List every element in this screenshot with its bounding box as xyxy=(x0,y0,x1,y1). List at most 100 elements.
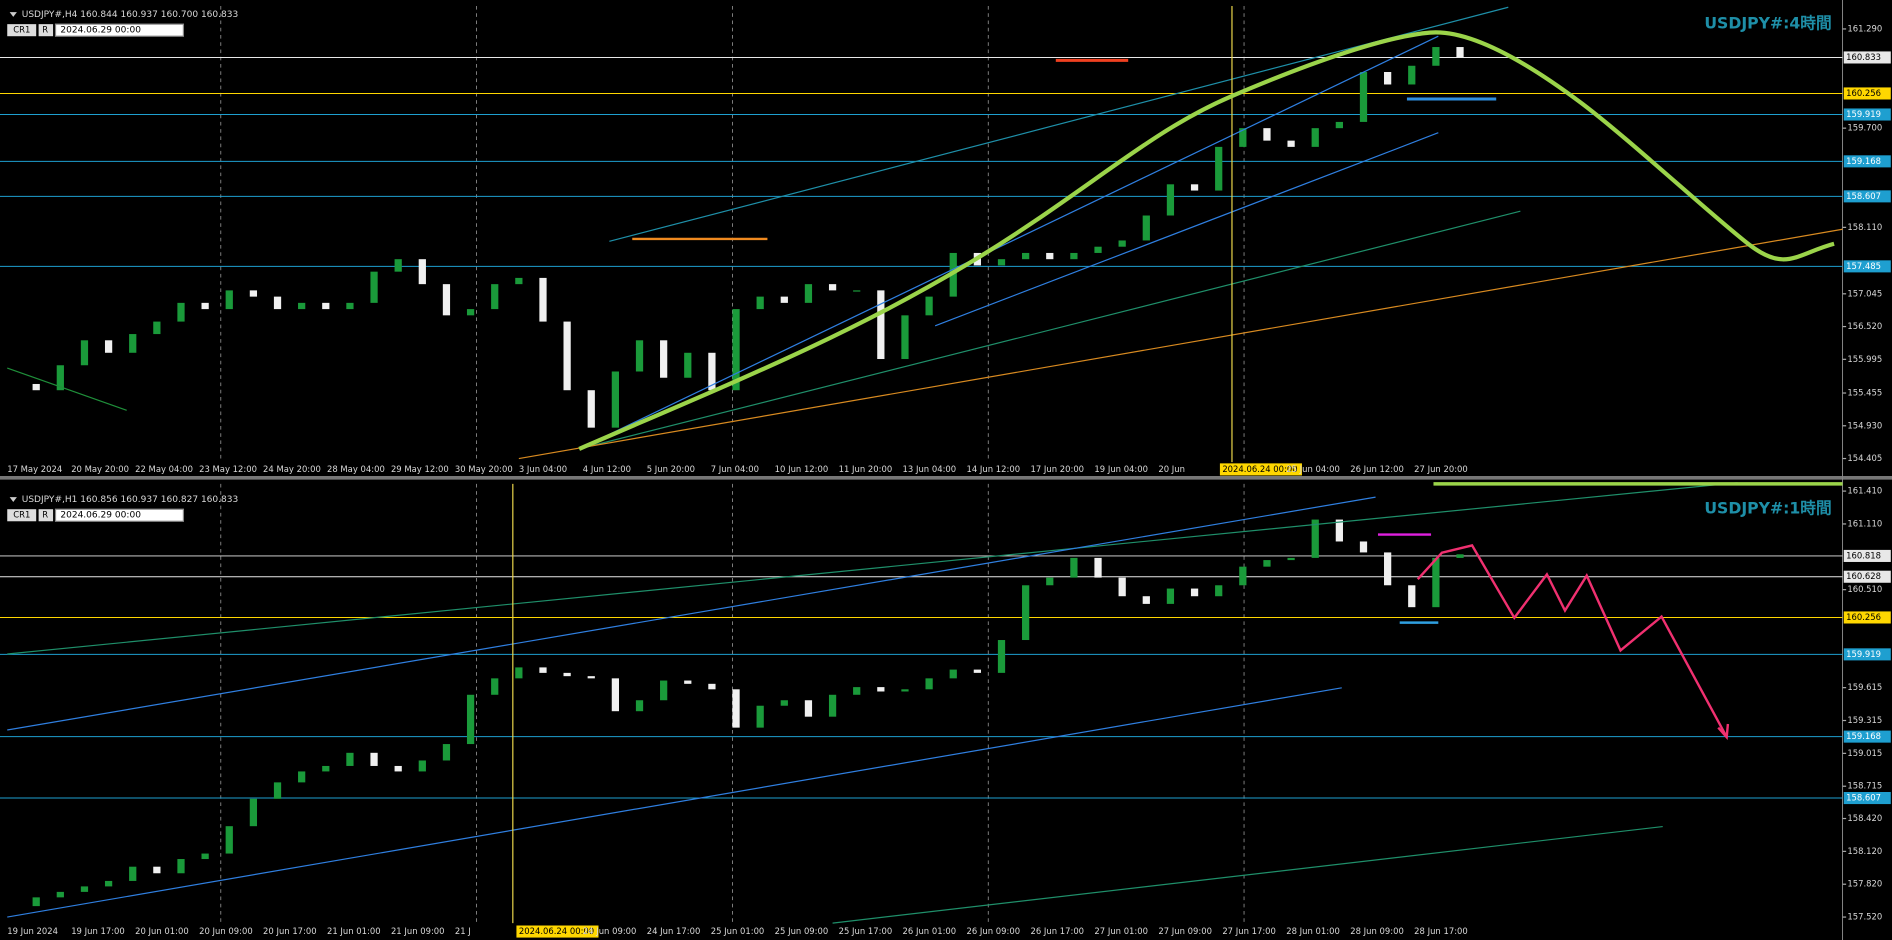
time-label: 2024.06.24 00:00 xyxy=(1222,464,1297,474)
forecast-arrowhead xyxy=(1717,723,1730,741)
price-label: 159.700 xyxy=(1847,123,1882,133)
time-label: 29 May 12:00 xyxy=(391,464,449,474)
candle xyxy=(1046,577,1054,586)
button[interactable] xyxy=(7,24,37,37)
candle xyxy=(1022,585,1030,641)
time-label: 24 Jun 09:00 xyxy=(583,926,637,936)
date-value: 2024.06.29 00:00 xyxy=(60,511,141,521)
time-label: 28 Jun 01:00 xyxy=(1286,926,1340,936)
candle xyxy=(32,897,40,907)
time-label: 20 Jun xyxy=(1158,464,1185,474)
candle xyxy=(491,284,499,310)
level-label: 159.919 xyxy=(1846,649,1881,659)
time-label: 24 Jun 17:00 xyxy=(647,926,701,936)
level-box xyxy=(1843,51,1891,64)
candle xyxy=(828,694,837,717)
candle xyxy=(346,752,354,766)
time-label: 27 Jun 17:00 xyxy=(1222,926,1276,936)
time-label: 28 Jun 17:00 xyxy=(1414,926,1468,936)
candle xyxy=(635,700,644,712)
time-label: 20 May 20:00 xyxy=(71,464,129,474)
candle xyxy=(877,290,885,360)
candle xyxy=(201,302,209,310)
candle xyxy=(394,259,402,272)
candle xyxy=(56,365,64,391)
price-label: 154.930 xyxy=(1847,420,1882,430)
candle xyxy=(370,271,378,303)
trendline xyxy=(934,132,1439,327)
level-box xyxy=(1843,648,1891,661)
trendline xyxy=(579,210,1521,450)
candle xyxy=(1190,184,1199,191)
projection-curve xyxy=(578,30,1835,451)
candle xyxy=(732,689,740,728)
candle xyxy=(466,694,475,745)
level-label: 158.607 xyxy=(1846,191,1881,201)
candle xyxy=(587,676,595,679)
candle xyxy=(1215,585,1223,597)
candle xyxy=(491,678,499,695)
candle xyxy=(684,680,692,684)
date-highlight xyxy=(516,925,599,938)
time-label: 24 May 20:00 xyxy=(263,464,321,474)
candle xyxy=(466,309,475,316)
button[interactable] xyxy=(7,509,37,522)
price-label: 161.290 xyxy=(1847,23,1882,33)
candle xyxy=(56,891,64,898)
price-label: 159.015 xyxy=(1847,748,1882,758)
panel: 161.410 161.110 160.510 159.615 159.315 159.0… xyxy=(0,483,1891,938)
candle xyxy=(104,340,113,353)
candle xyxy=(80,886,89,892)
price-label: 161.410 xyxy=(1847,486,1882,496)
candle xyxy=(177,859,185,874)
level-box xyxy=(1843,155,1891,168)
time-label: 4 Jun 12:00 xyxy=(583,464,631,474)
candle xyxy=(1190,588,1199,597)
button-label: R xyxy=(42,510,48,520)
date-field[interactable] xyxy=(54,23,185,37)
level-label: 160.818 xyxy=(1846,550,1881,560)
time-label: 22 May 04:00 xyxy=(135,464,193,474)
price-label: 158.120 xyxy=(1847,846,1882,856)
candle xyxy=(1239,128,1247,147)
time-label: 25 Jun 17:00 xyxy=(839,926,893,936)
level-label: 159.919 xyxy=(1846,109,1881,119)
level-box xyxy=(1843,792,1891,805)
price-label: 157.045 xyxy=(1847,288,1882,298)
candle xyxy=(249,290,258,297)
candle xyxy=(1070,252,1078,260)
level-label: 160.256 xyxy=(1846,612,1881,622)
time-label: 30 May 20:00 xyxy=(455,464,513,474)
date-field[interactable] xyxy=(54,508,185,522)
candle xyxy=(1311,128,1319,147)
time-label: 10 Jun 12:00 xyxy=(775,464,829,474)
candle xyxy=(1384,552,1392,586)
candle xyxy=(273,296,282,310)
time-label: 17 Jun 20:00 xyxy=(1030,464,1084,474)
button[interactable] xyxy=(38,24,54,37)
candle xyxy=(804,700,813,717)
trendline xyxy=(832,825,1663,924)
price-label: 161.110 xyxy=(1847,518,1882,528)
time-label: 21 J xyxy=(455,926,471,936)
candle xyxy=(104,880,113,887)
time-label: 28 Jun 09:00 xyxy=(1350,926,1404,936)
price-label: 159.315 xyxy=(1847,715,1882,725)
bottom-drawings xyxy=(7,482,1843,924)
time-label: 25 Jun 09:00 xyxy=(775,926,829,936)
candle xyxy=(611,678,620,712)
price-label: 159.615 xyxy=(1847,682,1882,692)
candle xyxy=(1118,577,1126,597)
candle xyxy=(611,371,620,428)
trendline xyxy=(7,367,127,411)
time-label: 21 Jun 09:00 xyxy=(391,926,445,936)
candle xyxy=(539,667,547,673)
candle xyxy=(129,866,137,881)
candle xyxy=(756,705,764,728)
button[interactable] xyxy=(38,509,54,522)
level-label: 159.168 xyxy=(1846,731,1881,741)
price-label: 158.110 xyxy=(1847,222,1882,232)
